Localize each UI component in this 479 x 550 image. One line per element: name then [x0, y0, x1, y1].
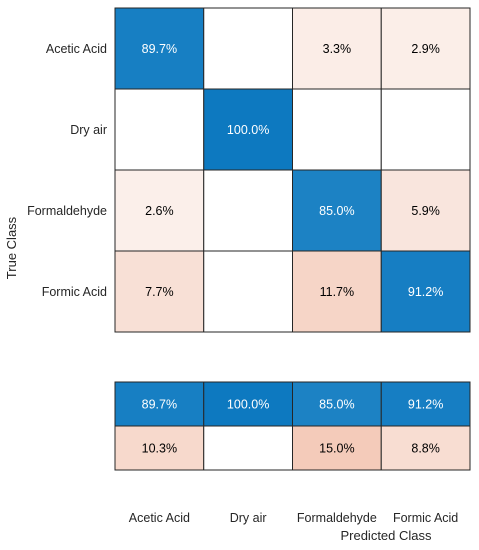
summary-cell-0-3-rect — [380, 381, 471, 427]
matrix-cell-0-3-label: 2.9% — [411, 42, 440, 56]
row-tick-label: Dry air — [70, 123, 107, 137]
matrix-cell-2-0-rect — [114, 169, 205, 252]
summary-cell-0-0-label: 89.7% — [142, 398, 177, 412]
matrix-cell-2-0: 2.6% — [114, 169, 205, 252]
predicted-class-tick-labels: Acetic Acid Dry air Formaldehyde Formic Aci… — [129, 511, 459, 525]
summary-cell-0-1-rect — [203, 381, 293, 427]
summary-cell-0-3-label: 91.2% — [408, 398, 443, 412]
matrix-cell-0-0: 89.7% — [114, 7, 205, 90]
matrix-cell-3-3-rect — [380, 250, 471, 333]
matrix-cell-1-1-label: 100.0% — [227, 123, 269, 137]
matrix-cell-3-2-label: 11.7% — [320, 285, 355, 299]
summary-cell-1-1 — [203, 425, 293, 471]
matrix-cell-2-3: 5.9% — [380, 169, 471, 252]
matrix-cell-0-0-rect — [114, 7, 205, 90]
matrix-cell-1-0 — [114, 88, 205, 171]
matrix-cell-2-1-rect — [203, 169, 293, 252]
matrix-cell-1-0-rect — [114, 88, 205, 171]
column-summary-grid: 89.7% 100.0% 85.0% 91.2% 10.3% 15.0% 8.8% — [114, 381, 471, 471]
row-tick-label: Formic Acid — [42, 285, 107, 299]
matrix-cell-0-3-rect — [380, 7, 471, 90]
matrix-cell-3-2: 11.7% — [292, 250, 382, 333]
matrix-cell-0-2-rect — [292, 7, 382, 90]
matrix-cell-0-3: 2.9% — [380, 7, 471, 90]
matrix-cell-1-3 — [380, 88, 471, 171]
matrix-cell-0-2: 3.3% — [292, 7, 382, 90]
column-tick-label: Dry air — [230, 511, 267, 525]
row-tick-label: Acetic Acid — [46, 42, 107, 56]
matrix-cell-3-0-rect — [114, 250, 205, 333]
matrix-cell-1-1: 100.0% — [203, 88, 293, 171]
matrix-cell-2-0-label: 2.6% — [145, 204, 174, 218]
matrix-cell-2-2-rect — [292, 169, 382, 252]
matrix-cell-0-0-label: 89.7% — [142, 42, 177, 56]
matrix-cell-3-1 — [203, 250, 293, 333]
column-tick-label: Formic Acid — [393, 511, 458, 525]
summary-cell-0-1-label: 100.0% — [227, 398, 269, 412]
matrix-cell-3-3-label: 91.2% — [408, 285, 443, 299]
matrix-cell-2-1 — [203, 169, 293, 252]
summary-cell-1-2-label: 15.0% — [319, 442, 354, 456]
summary-cell-1-3: 8.8% — [380, 425, 471, 471]
matrix-cell-2-2-label: 85.0% — [319, 204, 354, 218]
matrix-cell-3-2-rect — [292, 250, 382, 333]
summary-cell-1-0-label: 10.3% — [142, 442, 177, 456]
column-tick-label: Acetic Acid — [129, 511, 190, 525]
matrix-cell-1-1-rect — [203, 88, 293, 171]
summary-cell-0-3: 91.2% — [380, 381, 471, 427]
row-tick-label: Formaldehyde — [27, 204, 107, 218]
matrix-cell-3-0: 7.7% — [114, 250, 205, 333]
summary-cell-0-1: 100.0% — [203, 381, 293, 427]
column-tick-label: Formaldehyde — [297, 511, 377, 525]
matrix-cell-1-2 — [292, 88, 382, 171]
matrix-cell-0-2-label: 3.3% — [323, 42, 352, 56]
matrix-cell-0-1 — [203, 7, 293, 90]
true-class-tick-labels: Acetic Acid Dry air Formaldehyde Formic Aci… — [27, 42, 107, 299]
summary-cell-1-2-rect — [292, 425, 382, 471]
matrix-cell-3-0-label: 7.7% — [145, 285, 174, 299]
confusion-matrix-grid: 89.7% 3.3% 2.9% 100.0% 2.6% 85.0% 5.9% 7.7% 11.7… — [114, 7, 471, 333]
summary-cell-1-2: 15.0% — [292, 425, 382, 471]
matrix-cell-3-3: 91.2% — [380, 250, 471, 333]
y-axis-label: True Class — [4, 216, 19, 279]
summary-cell-0-2: 85.0% — [292, 381, 382, 427]
summary-cell-1-3-rect — [380, 425, 471, 471]
summary-cell-1-0: 10.3% — [114, 425, 205, 471]
matrix-cell-1-2-rect — [292, 88, 382, 171]
matrix-cell-3-1-rect — [203, 250, 293, 333]
summary-cell-0-2-label: 85.0% — [319, 398, 354, 412]
summary-cell-1-3-label: 8.8% — [411, 442, 440, 456]
matrix-cell-2-2: 85.0% — [292, 169, 382, 252]
matrix-cell-2-3-label: 5.9% — [411, 204, 440, 218]
matrix-cell-1-3-rect — [380, 88, 471, 171]
summary-cell-0-0: 89.7% — [114, 381, 205, 427]
matrix-cell-0-1-rect — [203, 7, 293, 90]
summary-cell-1-1-rect — [203, 425, 293, 471]
x-axis-label: Predicted Class — [340, 528, 432, 543]
